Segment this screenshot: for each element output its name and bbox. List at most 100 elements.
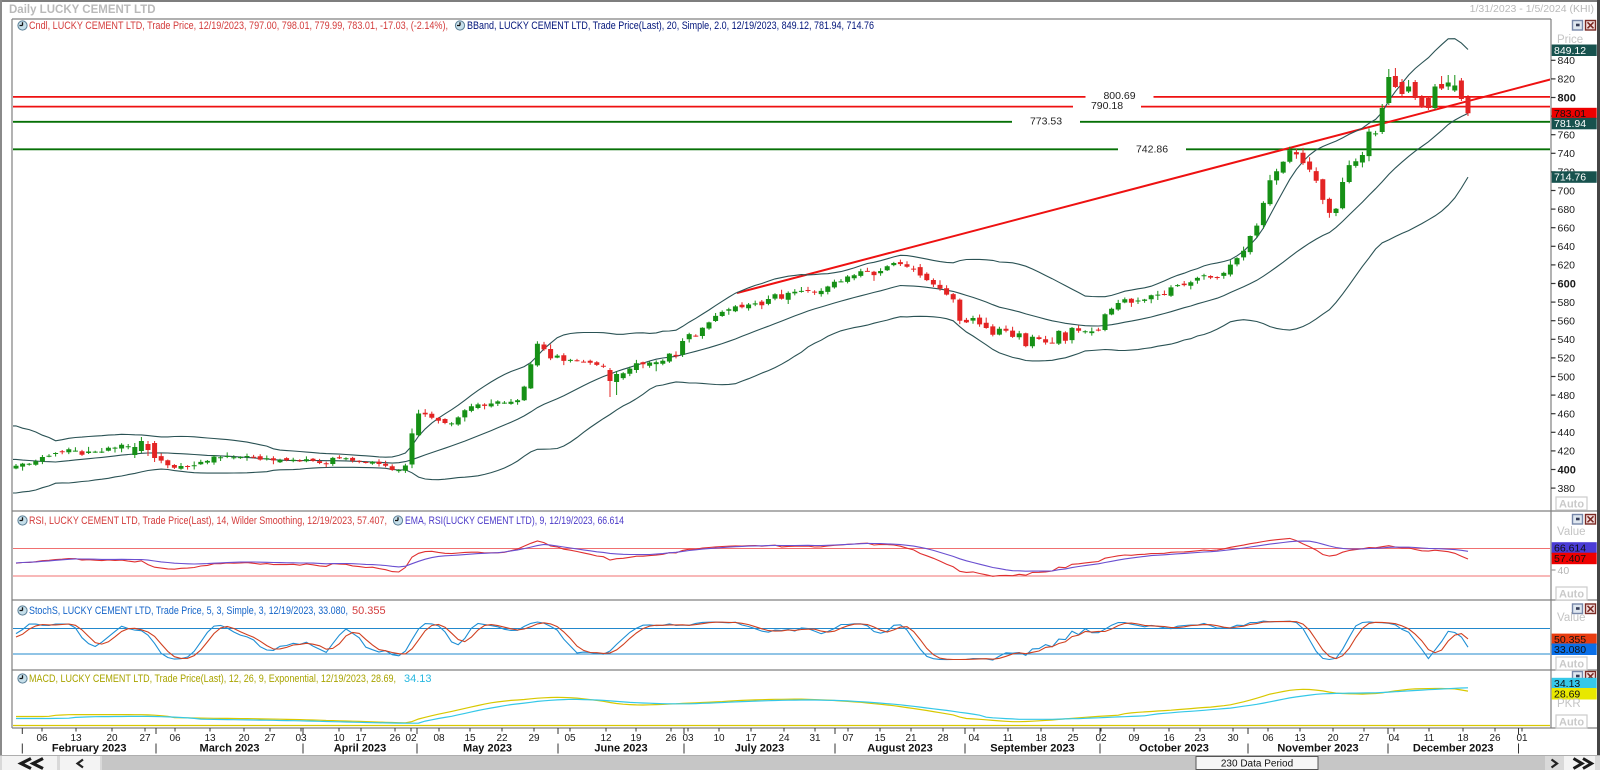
- svg-text:Daily LUCKY CEMENT LTD: Daily LUCKY CEMENT LTD: [9, 4, 156, 16]
- svg-text:02: 02: [405, 733, 417, 744]
- svg-text:28: 28: [937, 733, 949, 744]
- svg-text:BBand, LUCKY CEMENT LTD, Trade: BBand, LUCKY CEMENT LTD, Trade Price(Las…: [467, 20, 874, 32]
- svg-text:Price: Price: [1557, 34, 1583, 46]
- svg-text:Value: Value: [1557, 612, 1586, 624]
- svg-text:RSI, LUCKY CEMENT LTD, Trade P: RSI, LUCKY CEMENT LTD, Trade Price(Last)…: [29, 515, 387, 527]
- svg-text:773.53: 773.53: [1030, 116, 1062, 128]
- svg-text:640: 640: [1558, 241, 1576, 253]
- svg-text:20: 20: [106, 733, 118, 744]
- svg-text:20: 20: [238, 733, 250, 744]
- svg-text:480: 480: [1558, 390, 1576, 402]
- svg-text:October 2023: October 2023: [1139, 743, 1209, 755]
- svg-text:26: 26: [665, 733, 677, 744]
- svg-text:18: 18: [1457, 733, 1469, 744]
- svg-text:25: 25: [1067, 733, 1079, 744]
- svg-text:620: 620: [1558, 260, 1576, 272]
- svg-text:May 2023: May 2023: [463, 743, 512, 755]
- svg-text:31: 31: [809, 733, 821, 744]
- svg-text:MACD, LUCKY CEMENT LTD, Trade: MACD, LUCKY CEMENT LTD, Trade Price(Last…: [29, 673, 396, 685]
- svg-text:800.69: 800.69: [1103, 90, 1135, 102]
- svg-text:09: 09: [1128, 733, 1140, 744]
- svg-text:20: 20: [1327, 733, 1339, 744]
- svg-text:08: 08: [433, 733, 445, 744]
- svg-text:July 2023: July 2023: [735, 743, 785, 755]
- svg-text:26: 26: [1489, 733, 1501, 744]
- svg-text:740: 740: [1558, 148, 1576, 160]
- svg-text:400: 400: [1558, 464, 1576, 476]
- svg-text:04: 04: [1388, 733, 1400, 744]
- svg-text:714.76: 714.76: [1554, 172, 1586, 184]
- svg-text:06: 06: [169, 733, 181, 744]
- svg-text:560: 560: [1558, 316, 1576, 328]
- svg-text:30: 30: [1227, 733, 1239, 744]
- svg-text:50.355: 50.355: [1554, 634, 1586, 646]
- svg-text:1/31/2023 - 1/5/2024 (KHI): 1/31/2023 - 1/5/2024 (KHI): [1470, 3, 1594, 15]
- svg-text:March 2023: March 2023: [200, 743, 260, 755]
- svg-text:34.13: 34.13: [1554, 678, 1580, 690]
- svg-text:781.94: 781.94: [1554, 118, 1586, 130]
- svg-text:783.01: 783.01: [1554, 108, 1586, 120]
- svg-text:15: 15: [874, 733, 886, 744]
- svg-text:Auto: Auto: [1559, 499, 1584, 511]
- svg-text:04: 04: [968, 733, 980, 744]
- svg-text:18: 18: [1035, 733, 1047, 744]
- svg-text:Auto: Auto: [1559, 589, 1584, 601]
- svg-text:27: 27: [264, 733, 276, 744]
- svg-text:520: 520: [1558, 353, 1576, 365]
- svg-text:02: 02: [1095, 733, 1107, 744]
- svg-text:800: 800: [1558, 92, 1576, 104]
- svg-text:November 2023: November 2023: [1277, 743, 1358, 755]
- svg-text:03: 03: [682, 733, 694, 744]
- svg-text:10: 10: [333, 733, 345, 744]
- svg-text:17: 17: [745, 733, 757, 744]
- svg-text:Value: Value: [1557, 526, 1586, 538]
- svg-text:13: 13: [70, 733, 82, 744]
- svg-text:12: 12: [600, 733, 612, 744]
- svg-text:29: 29: [528, 733, 540, 744]
- svg-text:820: 820: [1558, 74, 1576, 86]
- svg-text:849.12: 849.12: [1554, 45, 1586, 57]
- svg-text:33.080: 33.080: [1554, 644, 1586, 656]
- svg-text:06: 06: [36, 733, 48, 744]
- svg-text:540: 540: [1558, 334, 1576, 346]
- svg-text:03: 03: [295, 733, 307, 744]
- svg-text:07: 07: [842, 733, 854, 744]
- svg-text:66.614: 66.614: [1554, 543, 1586, 555]
- svg-text:April 2023: April 2023: [334, 743, 387, 755]
- svg-text:420: 420: [1558, 446, 1576, 458]
- svg-text:13: 13: [204, 733, 216, 744]
- svg-text:19: 19: [630, 733, 642, 744]
- svg-text:11: 11: [1003, 733, 1014, 744]
- svg-text:440: 440: [1558, 427, 1576, 439]
- svg-text:600: 600: [1558, 278, 1576, 290]
- svg-text:700: 700: [1558, 185, 1576, 197]
- svg-text:Auto: Auto: [1559, 659, 1584, 671]
- svg-text:December 2023: December 2023: [1413, 743, 1494, 755]
- svg-text:Auto: Auto: [1559, 717, 1584, 729]
- svg-text:EMA, RSI(LUCKY CEMENT LTD), 9: EMA, RSI(LUCKY CEMENT LTD), 9, 12/19/202…: [405, 515, 624, 527]
- svg-text:11: 11: [1424, 733, 1435, 744]
- svg-text:September 2023: September 2023: [990, 743, 1074, 755]
- svg-text:13: 13: [1294, 733, 1306, 744]
- svg-text:460: 460: [1558, 409, 1576, 421]
- svg-text:760: 760: [1558, 130, 1576, 142]
- svg-text:PKR: PKR: [1557, 698, 1581, 710]
- svg-text:380: 380: [1558, 483, 1576, 495]
- svg-text:27: 27: [1358, 733, 1370, 744]
- svg-text:21: 21: [905, 733, 917, 744]
- svg-text:660: 660: [1558, 223, 1576, 235]
- svg-text:StochS, LUCKY CEMENT LTD, Trad: StochS, LUCKY CEMENT LTD, Trade Price, 5…: [29, 605, 348, 617]
- svg-text:06: 06: [1262, 733, 1274, 744]
- svg-text:August 2023: August 2023: [867, 743, 932, 755]
- svg-text:22: 22: [496, 733, 508, 744]
- svg-text:580: 580: [1558, 297, 1576, 309]
- svg-text:27: 27: [139, 733, 151, 744]
- svg-text:February 2023: February 2023: [52, 743, 127, 755]
- svg-text:40: 40: [1558, 565, 1570, 577]
- svg-text:June 2023: June 2023: [594, 743, 647, 755]
- svg-text:57.407: 57.407: [1554, 553, 1586, 565]
- svg-text:23: 23: [1194, 733, 1206, 744]
- svg-text:01: 01: [1516, 733, 1528, 744]
- svg-text:742.86: 742.86: [1136, 144, 1168, 156]
- svg-text:Cndl, LUCKY CEMENT LTD, Trade: Cndl, LUCKY CEMENT LTD, Trade Price, 12/…: [29, 20, 448, 32]
